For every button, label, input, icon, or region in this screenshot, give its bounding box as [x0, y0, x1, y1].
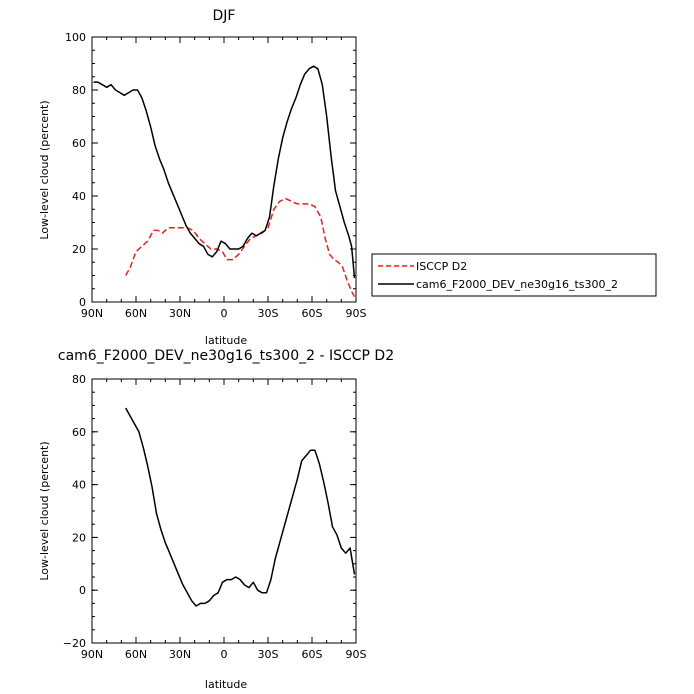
- bottom-chart: cam6_F2000_DEV_ne30g16_ts300_2 - ISCCP D…: [38, 348, 394, 691]
- top-chart-xlabel: latitude: [205, 334, 247, 347]
- y-tick-label: −20: [63, 637, 86, 650]
- y-tick-label: 40: [72, 190, 86, 203]
- x-tick-label: 30N: [169, 307, 191, 320]
- x-tick-label: 60S: [302, 648, 323, 661]
- bottom-chart-xlabel: latitude: [205, 678, 247, 691]
- top-chart-ticks: 90N 60N 30N 0 30S 60S 90S 0 20 40 60 80 100: [65, 31, 367, 320]
- legend-label-cam6: cam6_F2000_DEV_ne30g16_ts300_2: [416, 278, 618, 291]
- legend-box: [371, 253, 657, 297]
- y-tick-label: 60: [72, 426, 86, 439]
- bottom-chart-series: [125, 407, 356, 607]
- y-tick-label: 40: [72, 479, 86, 492]
- legend: ISCCP D2 cam6_F2000_DEV_ne30g16_ts300_2: [371, 253, 657, 297]
- y-tick-label: 100: [65, 31, 86, 44]
- y-tick-label: 0: [79, 296, 86, 309]
- y-tick-label: 80: [72, 84, 86, 97]
- top-chart-ylabel: Low-level cloud (percent): [38, 100, 51, 239]
- bottom-chart-ylabel: Low-level cloud (percent): [38, 441, 51, 580]
- x-tick-label: 0: [221, 307, 228, 320]
- y-tick-label: 20: [72, 531, 86, 544]
- series-line-0: [125, 407, 356, 607]
- series-line-0: [125, 197, 356, 298]
- legend-label-isccp: ISCCP D2: [416, 260, 467, 273]
- x-tick-label: 90N: [81, 307, 103, 320]
- x-tick-label: 0: [221, 648, 228, 661]
- series-line-1: [93, 65, 356, 279]
- top-chart-series: [93, 65, 356, 298]
- x-tick-label: 90S: [346, 648, 367, 661]
- y-tick-label: 60: [72, 137, 86, 150]
- y-tick-label: 80: [72, 373, 86, 386]
- top-chart-title: DJF: [213, 8, 236, 24]
- x-tick-label: 90N: [81, 648, 103, 661]
- y-tick-label: 20: [72, 243, 86, 256]
- x-tick-label: 60S: [302, 307, 323, 320]
- bottom-chart-title: cam6_F2000_DEV_ne30g16_ts300_2 - ISCCP D…: [58, 348, 394, 364]
- x-tick-label: 60N: [125, 648, 147, 661]
- x-tick-label: 30S: [258, 648, 279, 661]
- top-chart: DJF 90N 60N 30N 0 30S 60S 90S 0 20 40 60 80 100 lati…: [38, 8, 367, 347]
- bottom-chart-ticks: 90N 60N 30N 0 30S 60S 90S −20 0 20 40 60 80: [63, 373, 367, 661]
- x-tick-label: 30S: [258, 307, 279, 320]
- x-tick-label: 30N: [169, 648, 191, 661]
- x-tick-label: 60N: [125, 307, 147, 320]
- y-tick-label: 0: [79, 584, 86, 597]
- x-tick-label: 90S: [346, 307, 367, 320]
